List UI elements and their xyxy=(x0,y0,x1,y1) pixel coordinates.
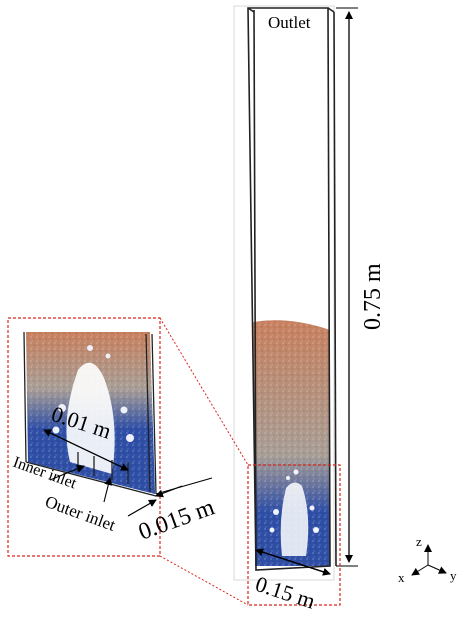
column-wireframe xyxy=(247,7,337,571)
zoom-connectors xyxy=(159,317,249,606)
height-label: 0.75 m xyxy=(360,263,386,330)
axis-y-label: y xyxy=(450,568,457,583)
width-label: 0.15 m xyxy=(252,571,318,614)
bed-column: Outlet xyxy=(233,5,337,581)
outlet-label: Outlet xyxy=(268,13,311,32)
zoom-wireframe xyxy=(23,331,157,497)
zoom-bubbles xyxy=(52,345,134,442)
particle-bed-texture xyxy=(253,320,330,566)
zoom-inset: 0.01 m Inner inlet Outer inlet xyxy=(7,317,161,557)
inner-inlet-arrow xyxy=(49,464,85,481)
axis-x-label: x xyxy=(398,570,405,585)
height-dimension: 0.75 m xyxy=(336,7,386,567)
outer-inlet-arrow xyxy=(103,477,113,503)
jet-bubbles xyxy=(269,469,319,533)
axis-z-label: z xyxy=(416,534,422,549)
axes-triad xyxy=(411,544,447,576)
zoom-source-box xyxy=(247,464,341,606)
jet-void xyxy=(280,482,309,556)
column-faint-outline xyxy=(233,5,335,581)
